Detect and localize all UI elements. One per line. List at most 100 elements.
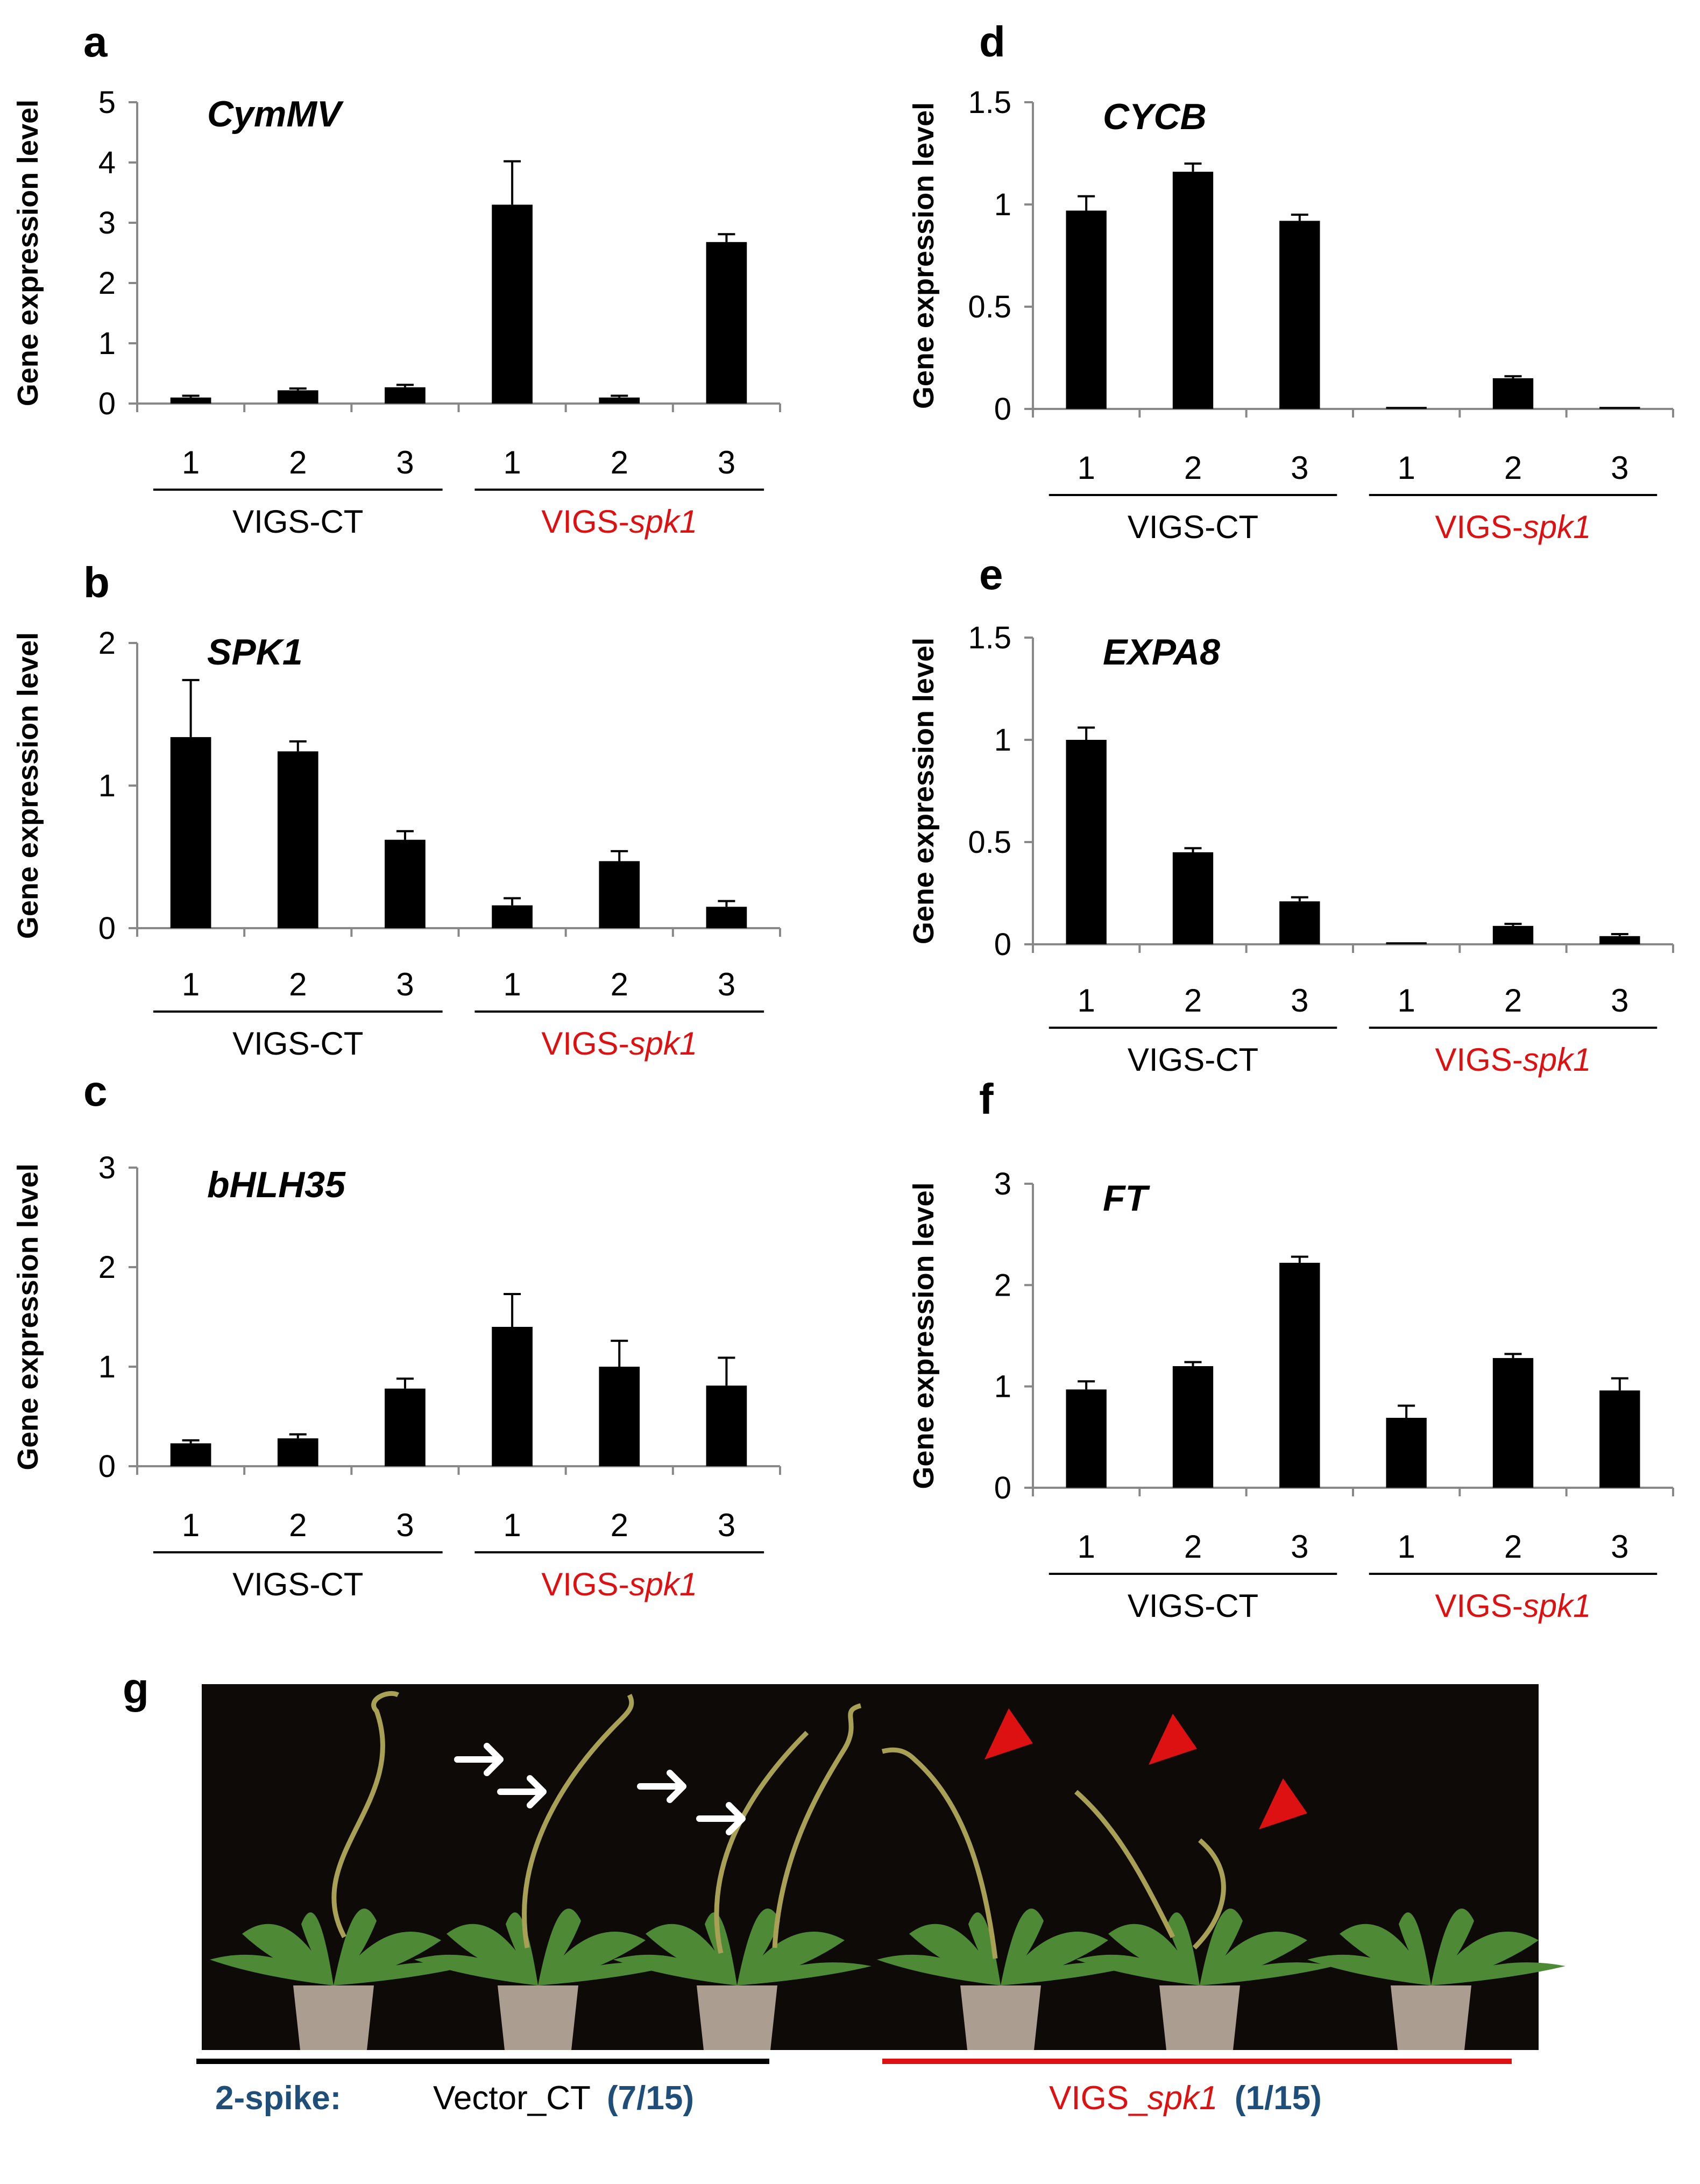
leaf	[1340, 1924, 1431, 1985]
bar	[1492, 378, 1534, 409]
bar	[1172, 1366, 1214, 1488]
panel-g: g 2-spike: Vector_CT (7/15) VIGS_spk1 (1…	[123, 1664, 1566, 2117]
group-label-prefix: VIGS-CT	[1128, 509, 1258, 545]
bar	[1599, 407, 1640, 409]
leaf	[1108, 1924, 1200, 1985]
spike-arrow	[637, 1770, 686, 1803]
x-tick-label: 1	[1397, 983, 1415, 1019]
leaf	[909, 1924, 1001, 1985]
y-tick-label: 4	[98, 145, 116, 180]
chart-title: CymMV	[207, 94, 344, 135]
chart-panel-e: e EXPA8 Gene expression level 0 0.5 1 1.5 1 2 3 1 2…	[908, 550, 1674, 1078]
leaf	[1431, 1932, 1539, 1985]
y-axis-label: Gene expression level	[12, 100, 44, 406]
y-tick-label: 3	[98, 1150, 116, 1185]
y-axis-label: Gene expression level	[12, 1163, 44, 1470]
y-tick-label: 1.5	[968, 85, 1011, 120]
leaf	[506, 1912, 538, 1985]
bar	[170, 1443, 211, 1466]
chart-title: SPK1	[207, 632, 303, 673]
group-label: VIGS-spk1	[1435, 1588, 1591, 1624]
y-axis-label: Gene expression level	[908, 1182, 940, 1489]
x-tick-label: 2	[289, 966, 307, 1002]
x-tick-label: 1	[1397, 1529, 1415, 1565]
bar	[599, 397, 640, 404]
leaf	[538, 1932, 646, 1985]
y-tick-label: 0.5	[968, 289, 1011, 324]
treatment-label-suffix: spk1	[1148, 2080, 1218, 2117]
leaf	[538, 1962, 672, 1985]
x-tick-label: 3	[396, 1507, 414, 1543]
bar	[1599, 936, 1640, 944]
y-tick-label: 2	[98, 266, 116, 301]
x-tick-label: 3	[1611, 450, 1628, 486]
bar	[277, 751, 318, 928]
y-axis-label: Gene expression level	[908, 638, 940, 944]
x-tick-label: 3	[718, 966, 735, 1002]
bar	[1066, 1389, 1107, 1488]
group-label-prefix: VIGS-	[541, 1026, 629, 1062]
y-tick-label: 1	[98, 1349, 116, 1384]
panel-letter: b	[83, 559, 110, 606]
leaf	[414, 1954, 538, 1985]
leaf	[1399, 1912, 1431, 1985]
x-tick-label: 3	[718, 444, 735, 480]
leaf	[1307, 1954, 1431, 1985]
group-label-suffix: spk1	[1523, 1588, 1591, 1624]
bar	[277, 1438, 318, 1466]
y-tick-label: 1	[98, 768, 116, 803]
bar	[385, 839, 426, 928]
x-tick-label: 1	[182, 966, 200, 1002]
bar	[385, 1388, 426, 1466]
group-label: VIGS-CT	[1128, 1588, 1258, 1624]
flower-spike	[522, 1693, 634, 1948]
bar	[599, 861, 640, 928]
y-tick-label: 1	[994, 723, 1011, 758]
panel-letter: c	[83, 1067, 108, 1115]
bar	[492, 905, 533, 928]
group-label-prefix: VIGS-	[1435, 509, 1522, 545]
group-label-prefix: VIGS-CT	[232, 1566, 363, 1602]
leaf	[1001, 1932, 1108, 1985]
leaf	[1001, 1909, 1044, 1985]
leaf	[1167, 1912, 1200, 1985]
x-tick-label: 2	[1184, 1529, 1202, 1565]
y-tick-label: 2	[98, 1250, 116, 1285]
x-tick-label: 3	[396, 966, 414, 1002]
treatment-label-prefix: VIGS_	[1049, 2080, 1148, 2117]
leaf	[301, 1912, 334, 1985]
panel-letter: d	[979, 18, 1005, 66]
y-tick-label: 0	[994, 1471, 1011, 1506]
pot	[1159, 1985, 1240, 2050]
group-label: VIGS-CT	[1128, 1042, 1258, 1078]
spike-arrow	[696, 1802, 746, 1835]
group-label-prefix: VIGS-CT	[232, 1026, 363, 1062]
leaf	[334, 1962, 468, 1985]
bar	[1066, 740, 1107, 944]
leaf	[737, 1962, 872, 1985]
pot	[293, 1985, 374, 2050]
leaf	[1076, 1954, 1200, 1985]
bar	[1279, 1262, 1320, 1488]
leaf	[1200, 1909, 1243, 1985]
x-tick-label: 3	[718, 1507, 735, 1543]
y-tick-label: 1	[98, 326, 116, 361]
x-tick-label: 2	[611, 1507, 628, 1543]
x-tick-label: 2	[1504, 450, 1522, 486]
group-label-prefix: VIGS-CT	[1128, 1588, 1258, 1624]
group-label-prefix: VIGS-	[541, 504, 629, 540]
group-label: VIGS-CT	[1128, 509, 1258, 545]
bar	[1599, 1390, 1640, 1488]
leaf	[1200, 1962, 1334, 1985]
bar	[1492, 925, 1534, 944]
x-tick-label: 3	[1291, 1529, 1308, 1565]
leaf	[646, 1924, 737, 1985]
chart-panel-d: d CYCB Gene expression level 0 0.5 1 1.5 1 2 3 1 2 3…	[908, 18, 1674, 545]
leaf	[1001, 1962, 1135, 1985]
leaf	[334, 1909, 377, 1985]
bar	[385, 387, 426, 404]
group-label-prefix: VIGS-	[1435, 1588, 1522, 1624]
x-tick-label: 1	[182, 1507, 200, 1543]
y-tick-label: 1	[994, 1369, 1011, 1404]
